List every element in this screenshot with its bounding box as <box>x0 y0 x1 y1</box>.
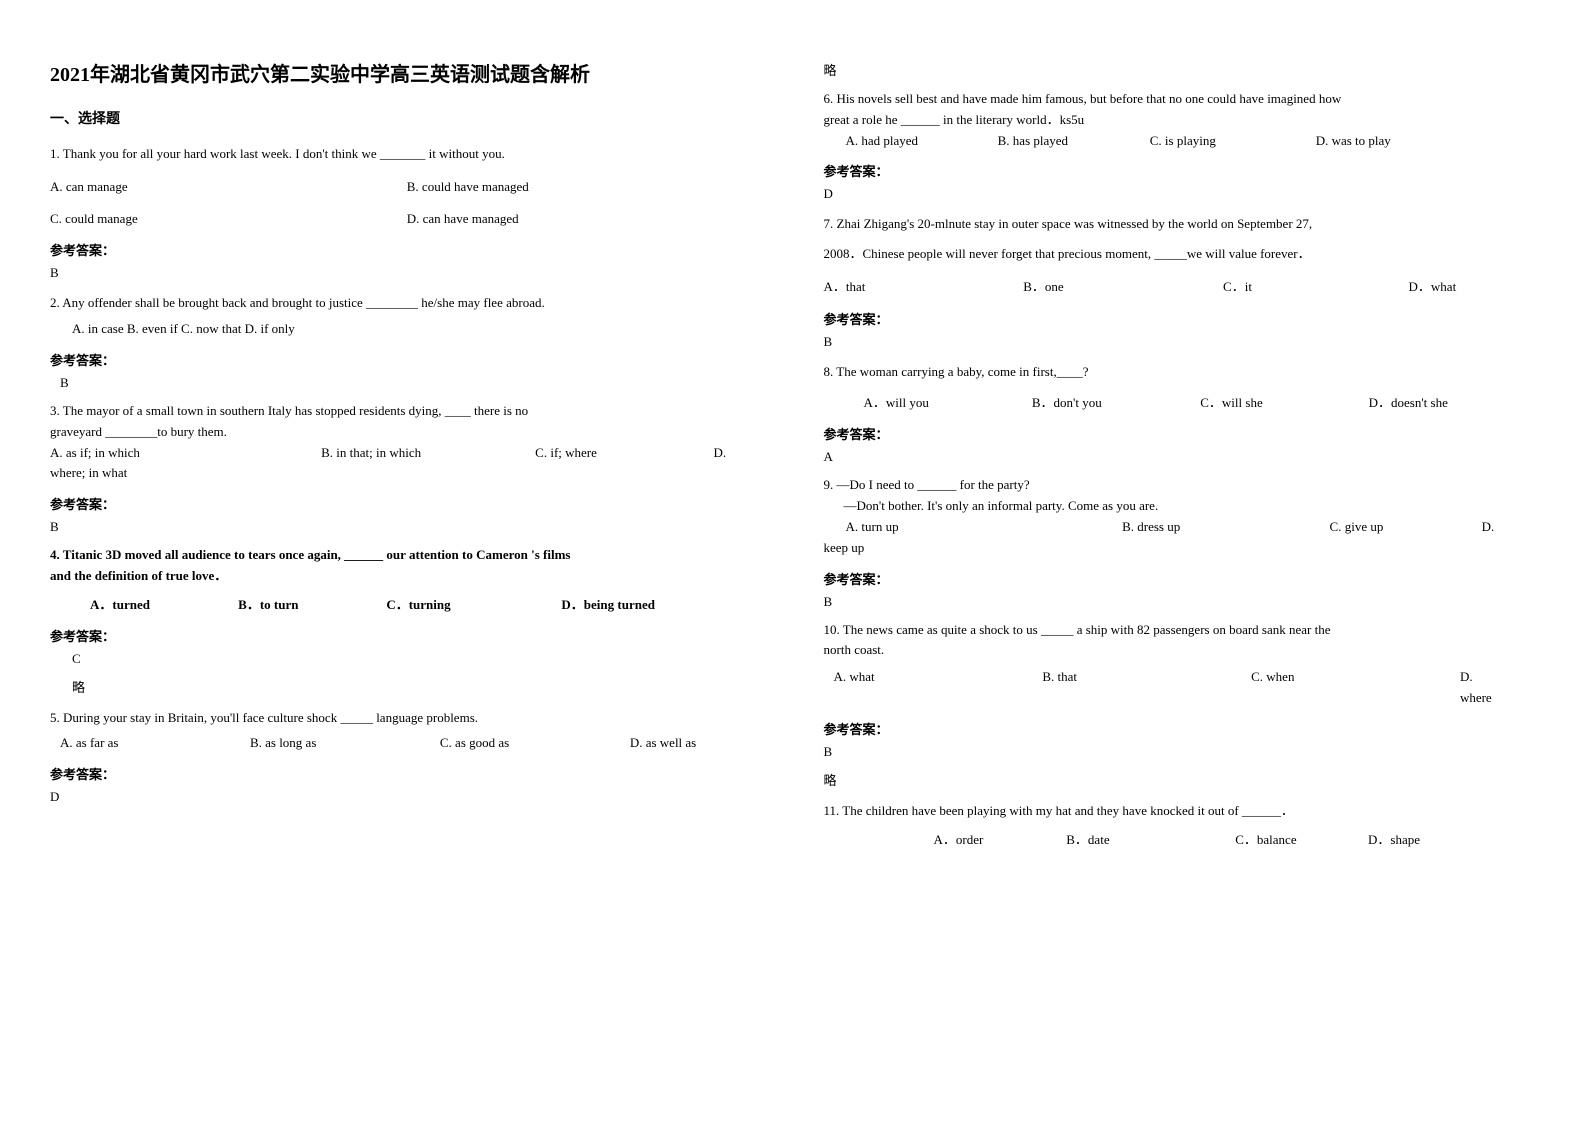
q10-answer: B <box>824 744 1538 760</box>
q5-text: 5. During your stay in Britain, you'll f… <box>50 706 764 729</box>
question-3: 3. The mayor of a small town in southern… <box>50 401 764 484</box>
q10-answer-label: 参考答案： <box>824 719 1538 738</box>
question-2: 2. Any offender shall be brought back an… <box>50 291 764 340</box>
q1-text: 1. Thank you for all your hard work last… <box>50 142 764 165</box>
q3-text1: 3. The mayor of a small town in southern… <box>50 401 764 422</box>
q9-opt-a: A. turn up <box>846 517 1123 538</box>
q7-text1: 7. Zhai Zhigang's 20-mlnute stay in oute… <box>824 212 1538 235</box>
q6-answer: D <box>824 186 1538 202</box>
q7-answer-label: 参考答案： <box>824 309 1538 328</box>
q2-answer-label: 参考答案： <box>50 350 764 369</box>
page-container: 2021年湖北省黄冈市武穴第二实验中学高三英语测试题含解析 一、选择题 1. T… <box>50 60 1537 862</box>
q3-text2: graveyard ________to bury them. <box>50 422 764 443</box>
q7-opt-a: A．that <box>824 275 1024 298</box>
q3-answer-label: 参考答案： <box>50 494 764 513</box>
question-4: 4. Titanic 3D moved all audience to tear… <box>50 545 764 615</box>
q4-opt-b: B．to turn <box>238 595 386 616</box>
q11-opt-a: A．order <box>934 828 1067 851</box>
question-7: 7. Zhai Zhigang's 20-mlnute stay in oute… <box>824 212 1538 298</box>
question-9: 9. —Do I need to ______ for the party? —… <box>824 475 1538 558</box>
q8-opt-b: B．don't you <box>1032 391 1200 414</box>
q1-opt-c: C. could manage <box>50 207 407 230</box>
q4-answer-label: 参考答案： <box>50 626 764 645</box>
q4-opt-c: C．turning <box>386 595 561 616</box>
q5-opt-b: B. as long as <box>250 731 440 754</box>
q9-text1: 9. —Do I need to ______ for the party? <box>824 475 1538 496</box>
section-header: 一、选择题 <box>50 108 764 128</box>
q10-opt-a: A. what <box>834 667 1043 709</box>
q7-opt-b: B．one <box>1023 275 1223 298</box>
q8-opt-d: D．doesn't she <box>1369 391 1478 414</box>
q3-answer: B <box>50 519 764 535</box>
q1-opt-a: A. can manage <box>50 175 407 198</box>
q6-answer-label: 参考答案： <box>824 161 1538 180</box>
q4-text1: 4. Titanic 3D moved all audience to tear… <box>50 545 764 566</box>
q1-opt-b: B. could have managed <box>407 175 559 198</box>
q6-text1: 6. His novels sell best and have made hi… <box>824 89 1538 110</box>
q4-opt-a: A．turned <box>90 595 238 616</box>
q5-opt-a: A. as far as <box>60 731 250 754</box>
q10-text1: 10. The news came as quite a shock to us… <box>824 620 1538 641</box>
q8-answer-label: 参考答案： <box>824 424 1538 443</box>
q7-opt-d: D．what <box>1409 275 1487 298</box>
q10-opt-c: C. when <box>1251 667 1460 709</box>
q8-text: 8. The woman carrying a baby, come in fi… <box>824 360 1538 383</box>
q7-answer: B <box>824 334 1538 350</box>
q11-opt-d: D．shape <box>1368 828 1450 851</box>
left-column: 2021年湖北省黄冈市武穴第二实验中学高三英语测试题含解析 一、选择题 1. T… <box>50 60 764 862</box>
q6-opt-d: D. was to play <box>1316 131 1421 152</box>
q9-opt-d2: keep up <box>824 538 1538 559</box>
q4-text2: and the definition of true love． <box>50 566 764 587</box>
q10-omit: 略 <box>824 770 1538 789</box>
q1-answer: B <box>50 265 764 281</box>
q3-opt-d: D. <box>714 443 757 464</box>
q6-opt-a: A. had played <box>846 131 998 152</box>
q9-answer: B <box>824 594 1538 610</box>
question-6: 6. His novels sell best and have made hi… <box>824 89 1538 151</box>
right-column: 略 6. His novels sell best and have made … <box>824 60 1538 862</box>
q9-opt-d: D. <box>1482 517 1525 538</box>
q5-opt-d: D. as well as <box>630 731 726 754</box>
q6-text2: great a role he ______ in the literary w… <box>824 110 1538 131</box>
q5-answer-label: 参考答案： <box>50 764 764 783</box>
q3-opt-c: C. if; where <box>535 443 713 464</box>
q10-text2: north coast. <box>824 640 1538 661</box>
q4-omit: 略 <box>50 677 764 696</box>
q11-text: 11. The children have been playing with … <box>824 799 1538 822</box>
q7-opt-c: C．it <box>1223 275 1409 298</box>
question-10: 10. The news came as quite a shock to us… <box>824 620 1538 709</box>
q9-opt-b: B. dress up <box>1122 517 1329 538</box>
q8-answer: A <box>824 449 1538 465</box>
q5-answer: D <box>50 789 764 805</box>
q6-opt-c: C. is playing <box>1150 131 1316 152</box>
question-8: 8. The woman carrying a baby, come in fi… <box>824 360 1538 415</box>
q8-opt-a: A．will you <box>864 391 1032 414</box>
q3-opt-b: B. in that; in which <box>321 443 535 464</box>
q1-opt-d: D. can have managed <box>407 207 549 230</box>
q10-opt-b: B. that <box>1042 667 1251 709</box>
q1-answer-label: 参考答案： <box>50 240 764 259</box>
q11-opt-c: C．balance <box>1235 828 1368 851</box>
q8-opt-c: C．will she <box>1200 391 1368 414</box>
question-1: 1. Thank you for all your hard work last… <box>50 142 764 230</box>
q6-opt-b: B. has played <box>998 131 1150 152</box>
q10-opt-d: D. where <box>1460 667 1537 709</box>
q4-answer: C <box>50 651 764 667</box>
q3-opt-d2: where; in what <box>50 463 764 484</box>
q5-opt-c: C. as good as <box>440 731 630 754</box>
q7-text2: 2008．Chinese people will never forget th… <box>824 242 1538 265</box>
q2-text: 2. Any offender shall be brought back an… <box>50 291 764 314</box>
q5-omit: 略 <box>824 60 1538 79</box>
question-11: 11. The children have been playing with … <box>824 799 1538 852</box>
q2-opts: A. in case B. even if C. now that D. if … <box>50 317 764 340</box>
q11-opt-b: B．date <box>1066 828 1235 851</box>
q9-opt-c: C. give up <box>1330 517 1482 538</box>
question-5: 5. During your stay in Britain, you'll f… <box>50 706 764 755</box>
q2-answer: B <box>50 375 764 391</box>
q4-opt-d: D．being turned <box>561 595 685 616</box>
q9-text2: —Don't bother. It's only an informal par… <box>844 496 1538 517</box>
q9-answer-label: 参考答案： <box>824 569 1538 588</box>
document-title: 2021年湖北省黄冈市武穴第二实验中学高三英语测试题含解析 <box>50 60 764 90</box>
q3-opt-a: A. as if; in which <box>50 443 321 464</box>
